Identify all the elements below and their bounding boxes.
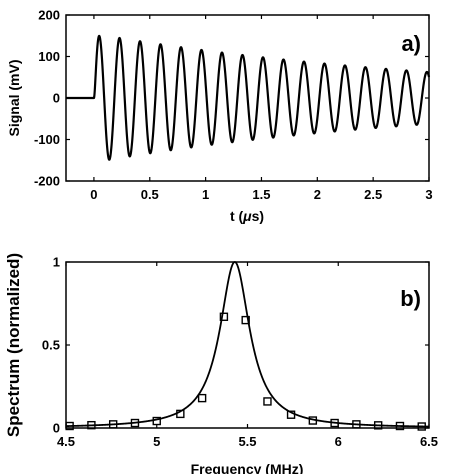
panel-b-spectrum-chart: 4.5 5 5.5 6 6.5 0 0.5 1 b) Spectrum (normalized…	[4, 253, 438, 474]
panel-b-data-point	[395, 421, 405, 431]
panel-b-x-tick-label: 6.5	[420, 434, 438, 449]
panel-a-x-label-mu: μ	[242, 208, 252, 224]
panel-b-x-tick-label: 4.5	[57, 434, 75, 449]
panel-a-x-tick-label: 1.5	[252, 187, 270, 202]
panel-b-y-tick-label: 0.5	[42, 338, 60, 353]
panel-a-x-tick-label: 2.5	[364, 187, 382, 202]
panel-b-y-tick-label: 0	[53, 421, 60, 436]
panel-a-y-tick-label: 100	[38, 49, 60, 64]
panel-a-x-label-prefix: t (	[230, 208, 244, 224]
panel-a-y-tick-label: 0	[53, 91, 60, 106]
panel-b-y-axis-label: Spectrum (normalized)	[4, 253, 23, 437]
panel-a-x-tick-label: 0.5	[141, 187, 159, 202]
panel-a-x-tick-label: 2	[314, 187, 321, 202]
panel-b-x-tick-label: 5.5	[238, 434, 256, 449]
panel-b-axes-box	[65, 261, 430, 429]
panel-b-x-axis-label: Frequency (MHz)	[191, 461, 304, 474]
panel-a-y-tick-label: 200	[38, 8, 60, 23]
panel-b-x-tick-label: 5	[153, 434, 160, 449]
panel-b-data-point	[263, 397, 272, 406]
panel-b-data-point	[330, 418, 339, 428]
panel-a-y-tick-label: -200	[34, 174, 60, 189]
panel-a-axes-box	[65, 14, 430, 182]
panel-a-y-tick-label: -100	[34, 132, 60, 147]
panel-a-x-label-suffix: s)	[252, 208, 264, 224]
panel-b-x-tick-label: 6	[335, 434, 342, 449]
panel-b-data-point	[176, 409, 185, 419]
panel-b-data-point	[417, 422, 426, 431]
panel-a-x-tick-label: 3	[425, 187, 432, 202]
panel-b-data-point	[197, 393, 207, 403]
panel-b-markers	[65, 312, 426, 431]
panel-a-ticks: 0 0.5 1 1.5 2 2.5 3 -200 -100 0 100 200	[34, 8, 433, 203]
panel-b-data-point	[219, 312, 229, 321]
panel-b-data-point	[130, 418, 140, 428]
panel-b-data-point	[286, 410, 296, 419]
panel-a-x-axis-label: t (μs)	[230, 208, 264, 224]
panel-a-x-tick-label: 0	[90, 187, 97, 202]
panel-a-signal-line	[65, 34, 431, 161]
panel-b-data-point	[308, 416, 318, 425]
panel-b-y-tick-label: 1	[53, 255, 60, 270]
panel-a-signal-chart: 0 0.5 1 1.5 2 2.5 3 -200 -100 0 100 200 a) Signal (…	[6, 8, 433, 225]
panel-b-data-point	[373, 421, 383, 430]
panel-a-label: a)	[401, 31, 421, 56]
panel-a-x-tick-label: 1	[202, 187, 209, 202]
panel-b-data-point	[241, 315, 250, 325]
panel-b-label: b)	[400, 286, 421, 311]
panel-b-data-point	[152, 416, 161, 426]
panel-a-y-axis-label: Signal (mV)	[6, 59, 22, 136]
